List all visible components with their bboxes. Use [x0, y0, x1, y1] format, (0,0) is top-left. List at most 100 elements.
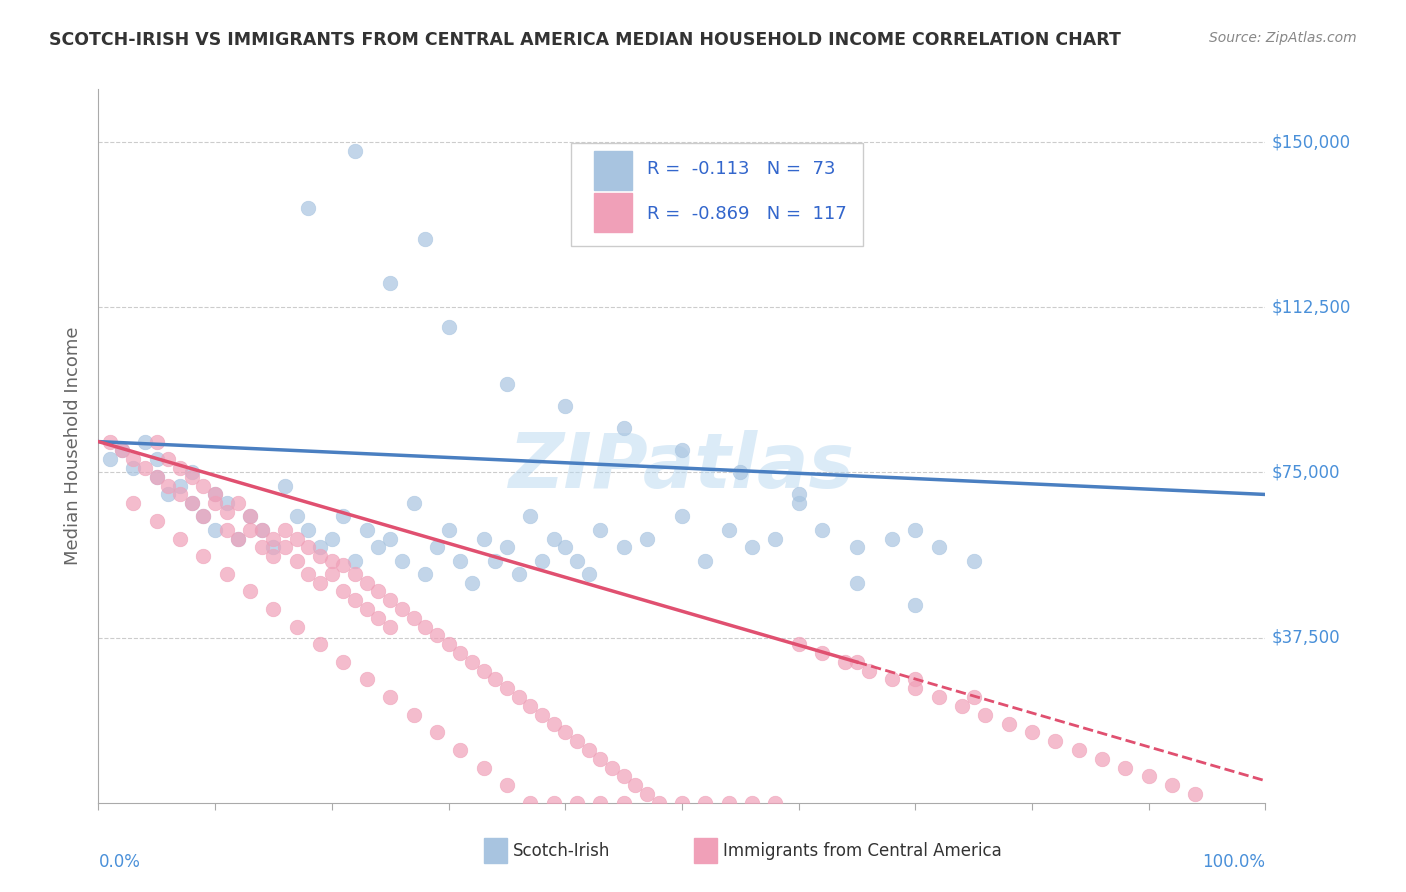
- Point: [157, 452, 180, 467]
- Point: [332, 558, 354, 572]
- Point: [612, 769, 634, 783]
- Point: [98, 452, 121, 467]
- Point: [239, 509, 262, 524]
- Point: [344, 553, 367, 567]
- Point: [380, 276, 402, 290]
- Point: [402, 611, 425, 625]
- Point: [811, 646, 834, 660]
- Point: [578, 566, 600, 581]
- Point: [367, 541, 389, 555]
- Text: $112,500: $112,500: [1271, 298, 1351, 317]
- Point: [1021, 725, 1043, 739]
- Point: [950, 698, 973, 713]
- Point: [344, 593, 367, 607]
- Point: [880, 532, 903, 546]
- Point: [554, 541, 576, 555]
- Point: [695, 553, 717, 567]
- Point: [426, 628, 449, 642]
- Point: [204, 523, 226, 537]
- Point: [146, 434, 169, 449]
- Point: [309, 549, 332, 563]
- Point: [321, 566, 343, 581]
- Text: ZIPatlas: ZIPatlas: [509, 431, 855, 504]
- Point: [671, 443, 693, 458]
- Point: [169, 532, 191, 546]
- Point: [543, 796, 565, 810]
- Point: [437, 320, 460, 334]
- Point: [402, 707, 425, 722]
- Point: [730, 466, 752, 480]
- Point: [496, 377, 519, 392]
- Point: [344, 144, 367, 158]
- Point: [449, 553, 471, 567]
- Point: [449, 743, 471, 757]
- Point: [565, 734, 588, 748]
- Point: [297, 566, 319, 581]
- Point: [332, 509, 354, 524]
- Point: [111, 443, 134, 458]
- Bar: [484, 838, 508, 863]
- Point: [413, 566, 436, 581]
- Point: [484, 673, 506, 687]
- Point: [449, 646, 471, 660]
- Point: [741, 541, 763, 555]
- Point: [285, 509, 308, 524]
- Point: [787, 487, 810, 501]
- Point: [215, 523, 238, 537]
- Point: [367, 611, 389, 625]
- Point: [204, 487, 226, 501]
- Point: [461, 655, 484, 669]
- Point: [309, 575, 332, 590]
- Point: [543, 716, 565, 731]
- Point: [239, 584, 262, 599]
- Point: [274, 541, 297, 555]
- Point: [565, 553, 588, 567]
- Point: [1184, 787, 1206, 801]
- Point: [624, 778, 647, 792]
- Point: [472, 760, 495, 774]
- Point: [636, 532, 658, 546]
- Point: [380, 593, 402, 607]
- Point: [215, 496, 238, 510]
- Point: [98, 434, 121, 449]
- Text: Scotch-Irish: Scotch-Irish: [513, 842, 610, 860]
- Bar: [595, 151, 631, 190]
- Point: [391, 553, 413, 567]
- Point: [578, 743, 600, 757]
- Point: [204, 487, 226, 501]
- Point: [671, 509, 693, 524]
- Point: [356, 575, 378, 590]
- Point: [321, 532, 343, 546]
- Point: [554, 400, 576, 414]
- Bar: [595, 193, 631, 232]
- Point: [391, 602, 413, 616]
- Point: [928, 690, 950, 704]
- Point: [636, 787, 658, 801]
- Point: [146, 470, 169, 484]
- Point: [146, 470, 169, 484]
- Point: [180, 496, 202, 510]
- Text: Immigrants from Central America: Immigrants from Central America: [723, 842, 1001, 860]
- Text: R =  -0.869   N =  117: R = -0.869 N = 117: [647, 205, 846, 223]
- Point: [413, 619, 436, 633]
- Point: [309, 637, 332, 651]
- Point: [880, 673, 903, 687]
- Point: [496, 681, 519, 696]
- Point: [496, 541, 519, 555]
- Point: [554, 725, 576, 739]
- Point: [543, 532, 565, 546]
- Point: [717, 796, 740, 810]
- Point: [589, 752, 612, 766]
- Point: [519, 509, 541, 524]
- Point: [169, 478, 191, 492]
- Text: 100.0%: 100.0%: [1202, 853, 1265, 871]
- Point: [285, 619, 308, 633]
- Point: [928, 541, 950, 555]
- Point: [846, 575, 869, 590]
- Point: [356, 523, 378, 537]
- Point: [974, 707, 997, 722]
- Point: [472, 532, 495, 546]
- Point: [589, 796, 612, 810]
- Point: [332, 584, 354, 599]
- Point: [426, 725, 449, 739]
